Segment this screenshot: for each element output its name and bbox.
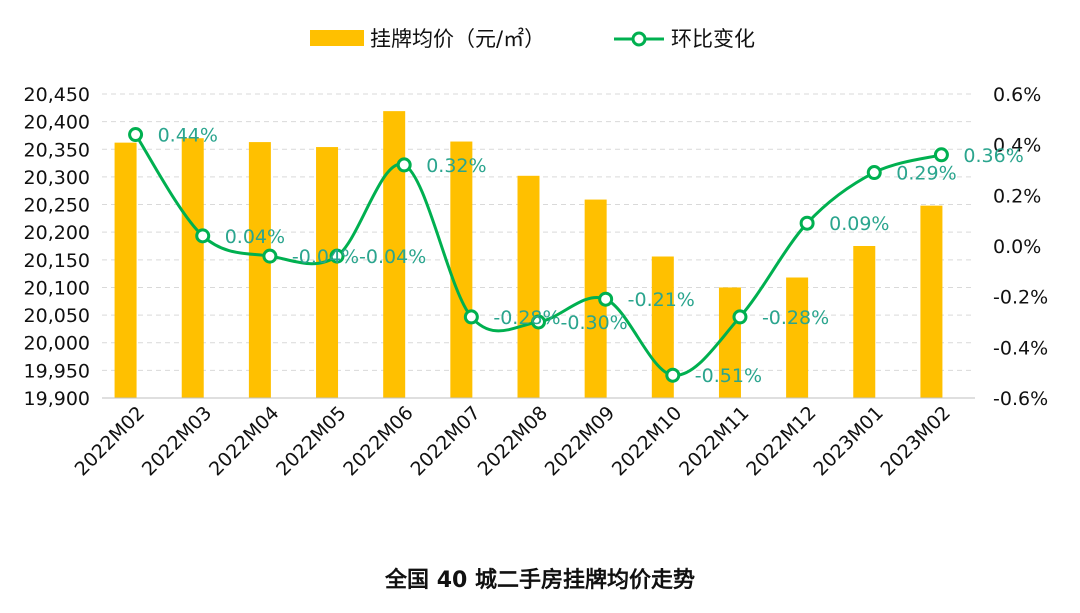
x-tick-label: 2022M05: [272, 402, 350, 480]
left-tick-label: 19,950: [24, 360, 90, 382]
bar-2022M08: [517, 175, 540, 398]
x-tick-label: 2022M07: [406, 402, 484, 480]
line-series: [128, 127, 949, 383]
right-tick-label: -0.2%: [993, 287, 1048, 309]
data-label-2022M11: -0.28%: [762, 307, 829, 329]
line-point-2022M07: [463, 309, 479, 325]
line-point-2022M05: [329, 248, 345, 264]
x-tick-label: 2022M12: [742, 402, 820, 480]
bar-2022M03: [181, 138, 204, 398]
right-tick-label: -0.4%: [993, 337, 1048, 359]
left-tick-label: 20,450: [24, 84, 90, 106]
bar-2022M12: [786, 277, 809, 398]
right-tick-label: 0.0%: [993, 236, 1041, 258]
x-axis: 2022M022022M032022M042022M052022M062022M…: [71, 397, 975, 480]
data-label-2022M02: 0.44%: [158, 125, 218, 147]
left-tick-label: 20,000: [24, 333, 90, 355]
data-label-2022M05: -0.04%: [359, 246, 426, 268]
data-label-2022M10: -0.51%: [695, 365, 762, 387]
combo-chart: 20,450 20,400 20,350 20,300 20,250 20,200 20,1…: [24, 27, 1049, 480]
left-tick-label: 20,150: [24, 250, 90, 272]
legend-bar-label: 挂牌均价（元/㎡）: [370, 27, 545, 51]
line-point-2022M02: [128, 127, 144, 143]
data-label-2022M09: -0.21%: [628, 289, 695, 311]
left-tick-label: 20,250: [24, 195, 90, 217]
x-tick-label: 2023M02: [877, 402, 955, 480]
legend-line-label: 环比变化: [671, 27, 755, 51]
data-label-2023M01: 0.29%: [896, 163, 956, 185]
left-y-axis: 20,450 20,400 20,350 20,300 20,250 20,200 20,1…: [24, 84, 90, 410]
right-tick-label: 0.2%: [993, 185, 1041, 207]
bar-2022M05: [316, 147, 339, 398]
bar-2022M02: [114, 142, 137, 398]
line-point-2023M02: [933, 147, 949, 163]
bar-2022M07: [450, 141, 473, 398]
bar-2022M04: [248, 142, 271, 398]
right-tick-label: -0.6%: [993, 388, 1048, 410]
legend: 挂牌均价（元/㎡） 环比变化: [310, 27, 755, 51]
data-label-2022M12: 0.09%: [829, 213, 889, 235]
data-label-2022M04: -0.04%: [292, 246, 359, 268]
legend-line-marker: [631, 31, 647, 47]
left-tick-label: 20,050: [24, 305, 90, 327]
line-point-2022M08: [531, 314, 546, 330]
legend-bar-swatch: [310, 30, 364, 46]
line-point-2022M03: [195, 228, 211, 244]
x-tick-label: 2022M04: [205, 402, 283, 480]
x-tick-label: 2022M03: [138, 402, 216, 480]
bar-2023M02: [920, 205, 943, 398]
line-point-2022M10: [665, 367, 681, 383]
line-point-2022M04: [262, 248, 278, 264]
line-point-2022M09: [598, 291, 614, 307]
chart-caption: 全国 40 城二手房挂牌均价走势: [385, 568, 695, 593]
data-label-2022M06: 0.32%: [426, 155, 486, 177]
bar-series: [114, 111, 943, 398]
data-label-2022M03: 0.04%: [225, 226, 285, 248]
left-tick-label: 19,900: [24, 388, 90, 410]
x-tick-label: 2022M02: [71, 402, 149, 480]
line-point-2022M11: [732, 309, 748, 325]
x-tick-label: 2022M06: [339, 402, 417, 480]
data-label-2022M07: -0.28%: [493, 307, 560, 329]
right-tick-label: 0.4%: [993, 135, 1041, 157]
bar-2023M01: [853, 246, 876, 398]
left-tick-label: 20,300: [24, 167, 90, 189]
right-y-axis: 0.6% 0.4% 0.2% 0.0% -0.2% -0.4% -0.6%: [993, 84, 1048, 410]
x-tick-label: 2022M10: [608, 402, 686, 480]
x-tick-label: 2022M08: [474, 402, 552, 480]
x-tick-label: 2023M01: [809, 402, 887, 480]
left-tick-label: 20,350: [24, 139, 90, 161]
right-tick-label: 0.6%: [993, 84, 1041, 106]
bar-2022M06: [383, 111, 406, 398]
line-point-2023M01: [866, 165, 882, 181]
data-label-2023M02: 0.36%: [963, 145, 1023, 167]
line-point-2022M12: [799, 215, 815, 231]
left-tick-label: 20,100: [24, 277, 90, 299]
left-tick-label: 20,400: [24, 112, 90, 134]
data-labels: 0.44%0.04%-0.04% -0.04%0.32%-0.28% -0.30%-…: [158, 125, 1024, 388]
x-tick-label: 2022M09: [541, 402, 619, 480]
left-tick-label: 20,200: [24, 222, 90, 244]
x-tick-label: 2022M11: [675, 402, 753, 480]
line-point-2022M06: [396, 157, 412, 173]
data-label-2022M08: -0.30%: [561, 312, 628, 334]
